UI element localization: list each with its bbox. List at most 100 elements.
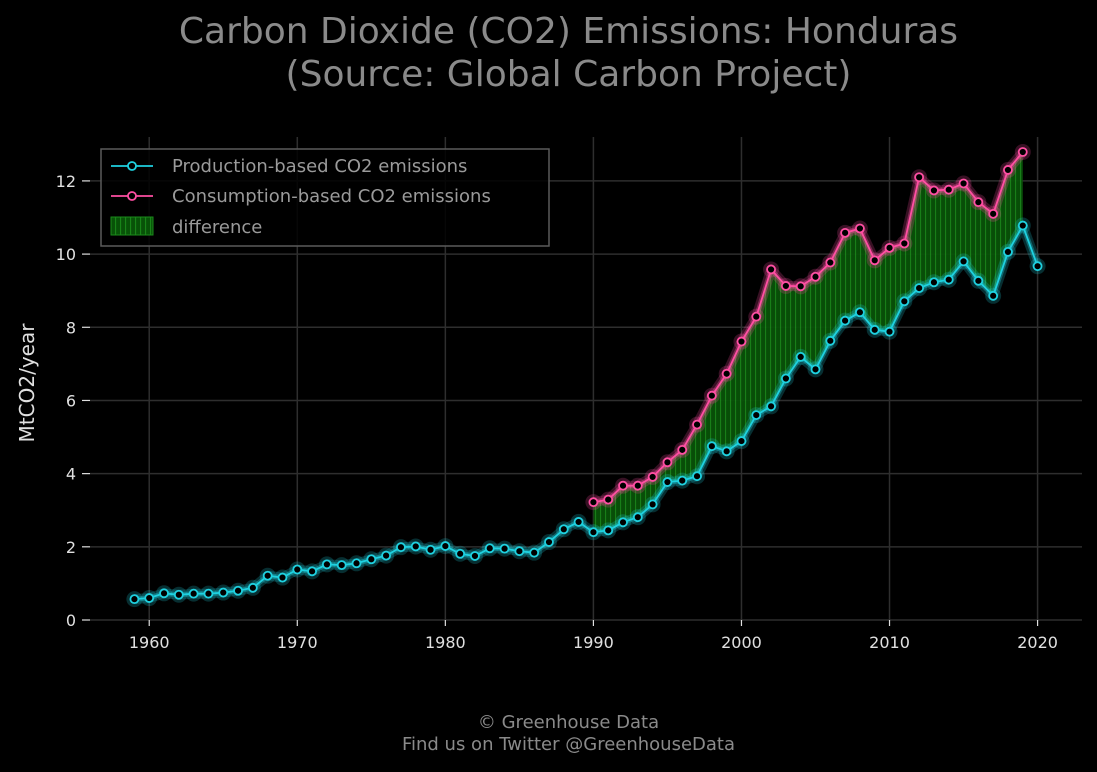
production-point bbox=[958, 256, 969, 267]
consumption-point bbox=[632, 480, 643, 491]
consumption-point bbox=[943, 184, 954, 195]
production-point bbox=[1017, 220, 1028, 231]
production-point bbox=[973, 275, 984, 286]
production-point bbox=[780, 373, 791, 384]
consumption-point bbox=[647, 472, 658, 482]
x-tick-label: 1980 bbox=[425, 633, 466, 652]
consumption-point bbox=[1017, 147, 1028, 157]
legend-box bbox=[100, 148, 550, 247]
y-tick-label: 12 bbox=[56, 172, 76, 191]
production-point bbox=[218, 587, 229, 598]
consumption-point bbox=[914, 172, 925, 183]
production-point bbox=[529, 547, 540, 558]
production-point bbox=[603, 525, 614, 536]
consumption-point bbox=[973, 197, 984, 208]
production-point bbox=[884, 326, 895, 337]
production-point bbox=[544, 537, 554, 547]
legend-production-label: Production-based CO2 emissions bbox=[172, 156, 467, 177]
y-tick-label: 8 bbox=[66, 318, 76, 337]
production-point bbox=[825, 335, 836, 346]
y-tick-label: 6 bbox=[66, 391, 76, 410]
grid bbox=[90, 137, 1082, 621]
production-point bbox=[144, 593, 155, 603]
production-point bbox=[706, 441, 717, 452]
consumption-point bbox=[662, 457, 673, 468]
consumption-point bbox=[840, 227, 851, 238]
chart-title: Carbon Dioxide (CO2) Emissions: Honduras… bbox=[0, 10, 1097, 96]
consumption-point bbox=[751, 311, 762, 322]
consumption-point bbox=[988, 208, 999, 219]
production-point bbox=[692, 471, 702, 482]
production-point bbox=[899, 296, 910, 307]
production-point bbox=[203, 588, 214, 599]
consumption-point bbox=[677, 444, 688, 455]
y-tick-label: 2 bbox=[66, 538, 76, 557]
production-point bbox=[810, 364, 821, 375]
production-point bbox=[336, 560, 347, 571]
consumption-point bbox=[603, 494, 614, 505]
production-point bbox=[410, 541, 421, 552]
legend-consumption-swatch-marker bbox=[127, 191, 137, 201]
x-tick-label: 2010 bbox=[869, 633, 910, 652]
production-point bbox=[262, 570, 273, 581]
footer: © Greenhouse Data Find us on Twitter @Gr… bbox=[0, 712, 1097, 756]
consumption-point bbox=[766, 264, 776, 275]
chart-title-line-2: (Source: Global Carbon Project) bbox=[285, 54, 852, 95]
y-tick-label: 0 bbox=[66, 611, 76, 630]
x-tick-label: 1960 bbox=[129, 633, 170, 652]
x-tick-label: 1990 bbox=[573, 633, 614, 652]
legend-difference-swatch bbox=[110, 216, 154, 236]
legend-difference-label: difference bbox=[172, 217, 262, 238]
y-axis-label: MtCO2/year bbox=[15, 323, 39, 443]
axes: 1960 1970 1980 1990 2000 2010 2020 0 2 4 6 8 10 12 bbox=[56, 172, 1058, 652]
production-point bbox=[647, 499, 658, 510]
production-point bbox=[366, 554, 377, 565]
consumption-point bbox=[706, 390, 717, 401]
consumption-point bbox=[899, 238, 910, 249]
production-point bbox=[321, 559, 332, 570]
consumption-point bbox=[869, 255, 880, 266]
x-tick-label: 2020 bbox=[1017, 633, 1058, 652]
consumption-point bbox=[692, 419, 702, 430]
consumption-point bbox=[958, 178, 969, 189]
legend-consumption-label: Consumption-based CO2 emissions bbox=[172, 186, 491, 207]
consumption-point bbox=[825, 257, 836, 268]
consumption-point bbox=[736, 336, 747, 347]
y-tick-label: 4 bbox=[66, 465, 76, 484]
production-point bbox=[292, 564, 303, 575]
consumption-point bbox=[618, 480, 628, 491]
production-point bbox=[484, 543, 495, 554]
production-point bbox=[721, 446, 732, 457]
production-point bbox=[1032, 261, 1043, 272]
consumption-point bbox=[588, 497, 599, 508]
production-point bbox=[381, 550, 392, 561]
footer-twitter: Find us on Twitter @GreenhouseData bbox=[401, 734, 736, 755]
consumption-point bbox=[721, 368, 732, 379]
legend: Production-based CO2 emissions Consumptio… bbox=[100, 148, 550, 247]
production-point bbox=[632, 512, 643, 523]
production-point bbox=[514, 546, 525, 557]
consumption-point bbox=[810, 271, 821, 282]
production-point bbox=[588, 527, 599, 538]
production-point bbox=[840, 315, 851, 326]
production-point bbox=[455, 548, 466, 559]
production-point bbox=[247, 582, 258, 593]
production-point bbox=[869, 324, 880, 335]
production-point bbox=[929, 277, 939, 288]
legend-production-swatch-marker bbox=[127, 161, 137, 171]
production-point bbox=[470, 551, 480, 561]
consumption-point bbox=[884, 242, 895, 253]
production-point bbox=[766, 401, 776, 412]
production-point bbox=[440, 541, 451, 551]
production-point bbox=[558, 524, 569, 535]
production-point bbox=[736, 436, 747, 446]
production-point bbox=[662, 477, 673, 487]
difference-fill bbox=[593, 152, 1023, 533]
consumption-point bbox=[929, 185, 939, 196]
chart-title-line-1: Carbon Dioxide (CO2) Emissions: Honduras bbox=[178, 11, 959, 52]
production-point bbox=[277, 572, 288, 583]
production-point bbox=[499, 543, 510, 554]
production-point bbox=[351, 558, 362, 569]
production-point bbox=[855, 307, 865, 318]
